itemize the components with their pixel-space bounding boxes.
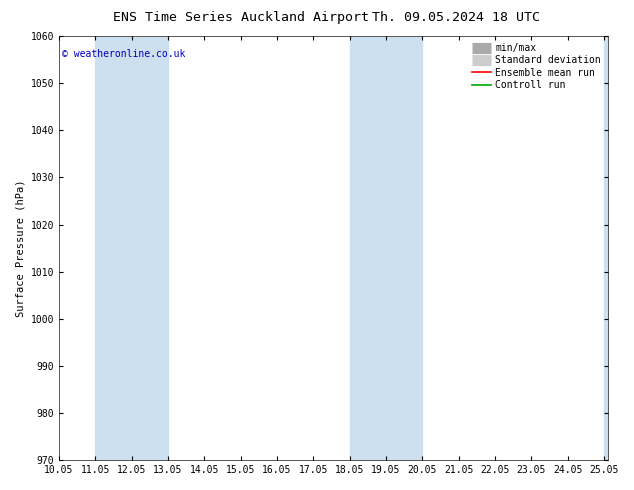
Bar	[386, 36, 422, 460]
Bar	[349, 36, 386, 460]
Bar	[604, 36, 607, 460]
Text: © weatheronline.co.uk: © weatheronline.co.uk	[61, 49, 185, 59]
Legend: min/max, Standard deviation, Ensemble mean run, Controll run: min/max, Standard deviation, Ensemble me…	[470, 41, 603, 92]
Bar	[132, 36, 168, 460]
Bar	[95, 36, 132, 460]
Text: Th. 09.05.2024 18 UTC: Th. 09.05.2024 18 UTC	[373, 11, 540, 24]
Text: ENS Time Series Auckland Airport: ENS Time Series Auckland Airport	[113, 11, 369, 24]
Y-axis label: Surface Pressure (hPa): Surface Pressure (hPa)	[15, 179, 25, 317]
